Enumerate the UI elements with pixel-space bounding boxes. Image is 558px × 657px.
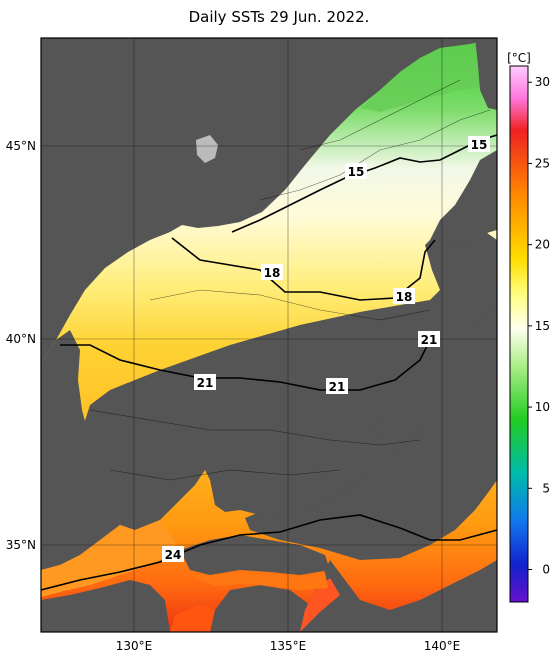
colorbar-tick-label: 5 bbox=[542, 481, 550, 495]
sea-north bbox=[360, 38, 497, 112]
sado-island bbox=[418, 412, 434, 432]
lat-label-40: 40°N bbox=[6, 332, 36, 346]
contour-label-24: 24 bbox=[165, 548, 182, 562]
colorbar-tick-label: 25 bbox=[535, 156, 550, 170]
hokkaido-land bbox=[430, 150, 497, 250]
map-title: Daily SSTs 29 Jun. 2022. bbox=[188, 8, 370, 26]
honshu-land bbox=[245, 300, 497, 560]
longitude-labels: 130°E 135°E 140°E bbox=[116, 639, 461, 653]
contour-label-15-east: 15 bbox=[471, 138, 488, 152]
colorbar-tick-label: 15 bbox=[535, 319, 550, 333]
island-blob bbox=[196, 135, 218, 163]
sakhalin-land bbox=[475, 38, 497, 110]
pacific-sea bbox=[170, 605, 215, 632]
lon-label-130: 130°E bbox=[116, 639, 153, 653]
lat-label-45: 45°N bbox=[6, 139, 36, 153]
lon-label-135: 135°E bbox=[270, 639, 307, 653]
contour-label-21-mid: 21 bbox=[329, 380, 346, 394]
isotherm-24 bbox=[41, 514, 497, 591]
korea-land bbox=[41, 330, 120, 570]
kyushu-land bbox=[41, 580, 170, 632]
contour-label-21-west: 21 bbox=[197, 376, 214, 390]
colorbar-tick-label: 0 bbox=[542, 563, 550, 577]
noto-peninsula bbox=[372, 418, 392, 440]
pacific-sea-east bbox=[300, 578, 340, 632]
colorbar-gradient bbox=[509, 65, 529, 603]
seto-sea bbox=[190, 572, 328, 590]
isotherm-lines bbox=[41, 134, 497, 591]
colorbar-tick-label: 30 bbox=[535, 75, 550, 89]
contour-label-21-east: 21 bbox=[421, 333, 438, 347]
colorbar-ticks: 30 25 20 15 10 5 0 bbox=[528, 75, 550, 577]
colorbar-tick-label: 20 bbox=[535, 238, 550, 252]
lon-label-140: 140°E bbox=[424, 639, 461, 653]
oki-island bbox=[226, 486, 240, 498]
map-frame bbox=[40, 37, 498, 633]
contour-label-18-east: 18 bbox=[396, 290, 413, 304]
colorbar-unit: [°C] bbox=[507, 51, 531, 65]
isotherm-18 bbox=[171, 237, 436, 301]
isotherm-15 bbox=[231, 134, 497, 233]
latitude-labels: 45°N 40°N 35°N bbox=[6, 139, 36, 552]
colorbar-tick-label: 10 bbox=[535, 400, 550, 414]
tsushima-strait bbox=[41, 520, 180, 597]
lat-label-35: 35°N bbox=[6, 538, 36, 552]
kii-peninsula bbox=[300, 560, 497, 632]
contour-label-18-west: 18 bbox=[264, 266, 281, 280]
isotherm-21 bbox=[60, 339, 431, 391]
shikoku-land bbox=[210, 585, 310, 632]
minor-isotherms bbox=[89, 79, 491, 481]
contour-label-15: 15 bbox=[348, 165, 365, 179]
contour-labels: 15 15 18 18 21 21 21 24 bbox=[162, 136, 490, 562]
colorbar: [°C] 30 25 20 15 10 5 0 bbox=[507, 51, 550, 603]
sea-region bbox=[41, 38, 497, 632]
